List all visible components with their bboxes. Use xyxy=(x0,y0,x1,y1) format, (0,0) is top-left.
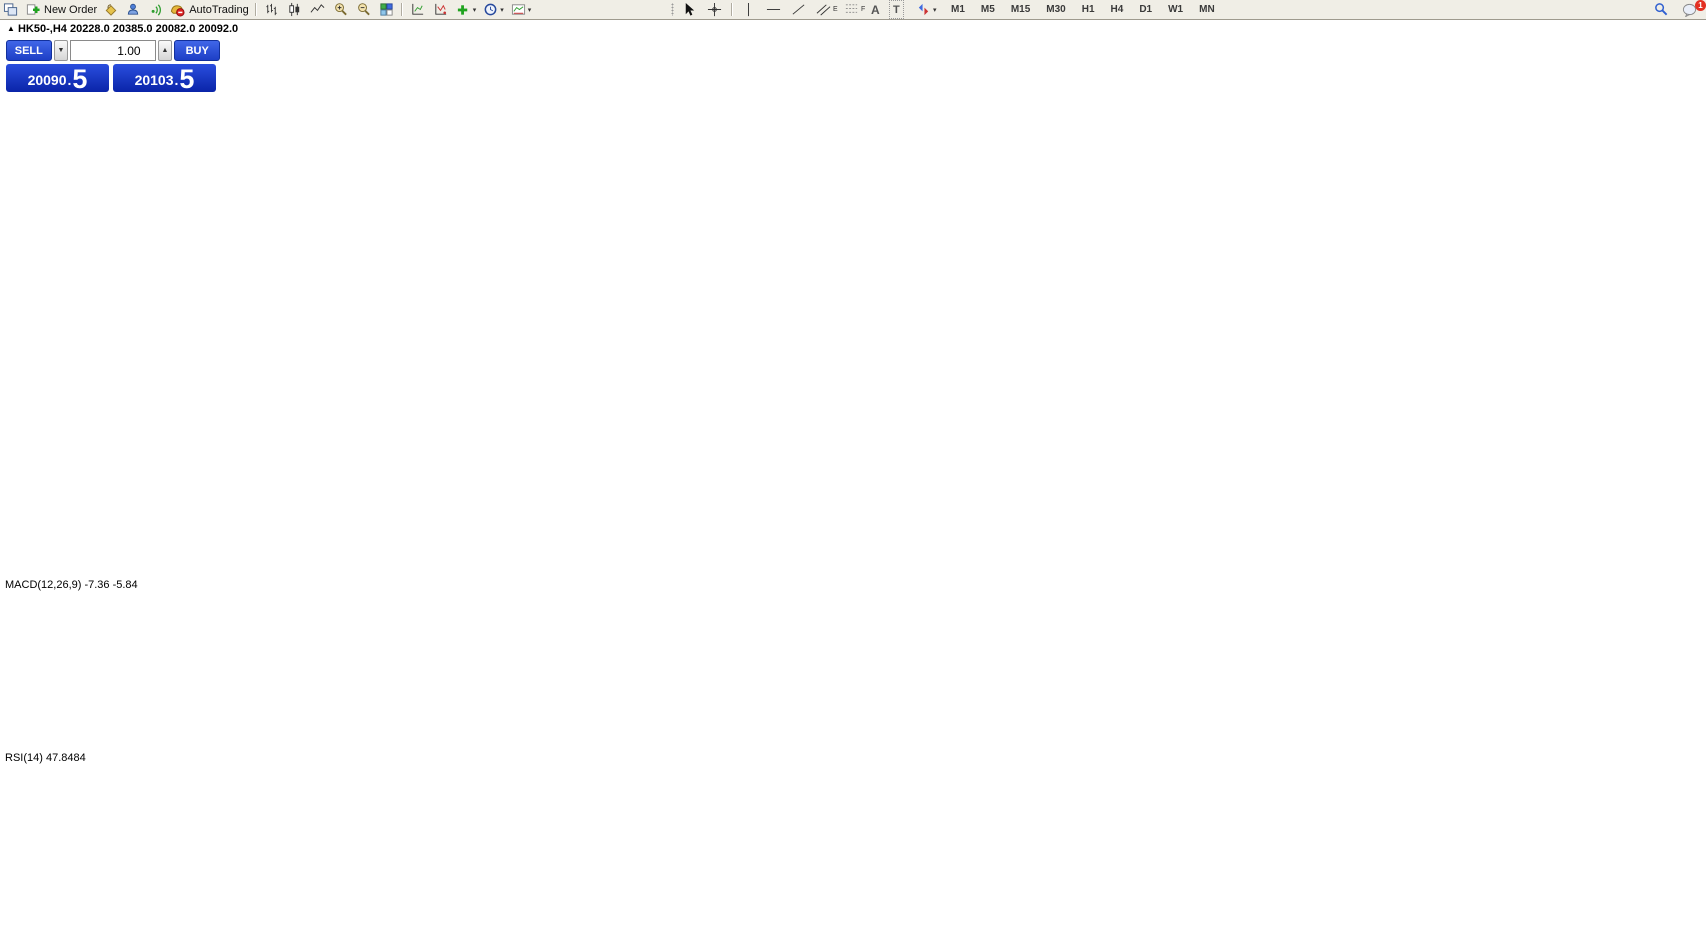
channel-tool-icon[interactable]: E xyxy=(813,1,840,18)
new-order-button[interactable]: New Order xyxy=(23,1,99,18)
period-clock-icon[interactable]: ▾ xyxy=(480,1,506,18)
horizontal-line-tool-icon[interactable] xyxy=(763,1,784,18)
notification-count: 1 xyxy=(1695,0,1706,11)
main-toolbar: New Order AutoTrading ▾ ▾ ▾ E F A T ▾ M1… xyxy=(0,0,1706,20)
shapes-tool-icon[interactable]: ▾ xyxy=(913,1,939,18)
candlestick-chart-type-icon[interactable] xyxy=(284,1,305,18)
timeframe-group: M1 M5 M15 M30 H1 H4 D1 W1 MN xyxy=(943,0,1223,19)
signal-icon[interactable] xyxy=(145,1,165,18)
fibonacci-tool-icon[interactable]: F xyxy=(841,1,867,18)
vertical-line-tool-icon[interactable] xyxy=(738,1,759,18)
trendline-tool-icon[interactable] xyxy=(788,1,809,18)
styles-bucket-icon[interactable] xyxy=(101,1,121,18)
toolbar-separator xyxy=(400,3,403,16)
indicator-window-icon[interactable] xyxy=(407,1,428,18)
tf-m15[interactable]: M15 xyxy=(1003,1,1038,18)
text-tool-icon[interactable]: A xyxy=(871,2,880,17)
fibo-letter: F xyxy=(861,6,866,13)
sell-price-pip: 5 xyxy=(72,64,88,94)
symbol-ohlc: 20228.0 20385.0 20082.0 20092.0 xyxy=(69,23,239,35)
toolbar-grip[interactable] xyxy=(671,3,674,16)
tf-d1[interactable]: D1 xyxy=(1131,1,1160,18)
sell-price-main: 20090 xyxy=(27,72,67,88)
cascade-windows-icon[interactable] xyxy=(1,1,21,18)
autotrading-button[interactable]: AutoTrading xyxy=(167,1,251,18)
tf-h1[interactable]: H1 xyxy=(1074,1,1103,18)
tf-m1[interactable]: M1 xyxy=(943,1,973,18)
one-click-trading-panel: SELL ▼ 1.00 ▲ BUY 20090 . 5 20103 . 5 xyxy=(6,40,220,94)
sell-price[interactable]: 20090 . 5 xyxy=(6,64,109,94)
indicator-subwindow-icon[interactable] xyxy=(430,1,451,18)
add-indicator-icon[interactable]: ▾ xyxy=(453,1,479,18)
buy-price-pip: 5 xyxy=(179,64,195,94)
toolbar-separator xyxy=(731,3,733,16)
profile-icon[interactable] xyxy=(123,1,143,18)
symbol-name: HK50-,H4 xyxy=(17,23,67,35)
crosshair-tool-icon[interactable] xyxy=(704,1,725,18)
toolbar-separator xyxy=(254,3,257,16)
macd-indicator-label: MACD(12,26,9) -7.36 -5.84 xyxy=(5,579,138,591)
label-tool-icon[interactable]: T xyxy=(889,0,904,19)
notifications-icon[interactable]: 1 xyxy=(1679,0,1706,18)
buy-price-main: 20103 xyxy=(134,72,174,88)
channel-letter: E xyxy=(833,6,838,13)
tf-mn[interactable]: MN xyxy=(1191,1,1223,18)
tf-w1[interactable]: W1 xyxy=(1160,1,1191,18)
tf-m5[interactable]: M5 xyxy=(973,1,1003,18)
sell-button[interactable]: SELL xyxy=(6,40,52,61)
volume-input[interactable]: 1.00 xyxy=(70,40,156,61)
bar-chart-type-icon[interactable] xyxy=(261,1,282,18)
tf-m30[interactable]: M30 xyxy=(1038,1,1073,18)
tile-windows-icon[interactable] xyxy=(376,1,397,18)
volume-decrease-button[interactable]: ▼ xyxy=(53,40,69,61)
autotrading-icon xyxy=(169,2,186,17)
line-chart-type-icon[interactable] xyxy=(307,1,328,18)
symbol-marker: ▲ xyxy=(7,24,15,33)
autotrading-label: AutoTrading xyxy=(189,3,249,16)
tf-h4[interactable]: H4 xyxy=(1103,1,1132,18)
buy-button[interactable]: BUY xyxy=(174,40,220,61)
symbol-header: ▲ HK50-,H4 20228.0 20385.0 20082.0 20092… xyxy=(7,23,238,35)
cursor-tool-icon[interactable] xyxy=(679,1,700,18)
buy-price[interactable]: 20103 . 5 xyxy=(113,64,216,94)
new-order-icon xyxy=(25,2,41,17)
zoom-in-icon[interactable] xyxy=(330,1,351,18)
new-order-label: New Order xyxy=(44,3,98,16)
zoom-out-icon[interactable] xyxy=(353,1,374,18)
volume-increase-button[interactable]: ▲ xyxy=(157,40,173,61)
search-icon[interactable] xyxy=(1651,1,1671,18)
rsi-indicator-label: RSI(14) 47.8484 xyxy=(5,752,86,764)
template-icon[interactable]: ▾ xyxy=(508,1,534,18)
